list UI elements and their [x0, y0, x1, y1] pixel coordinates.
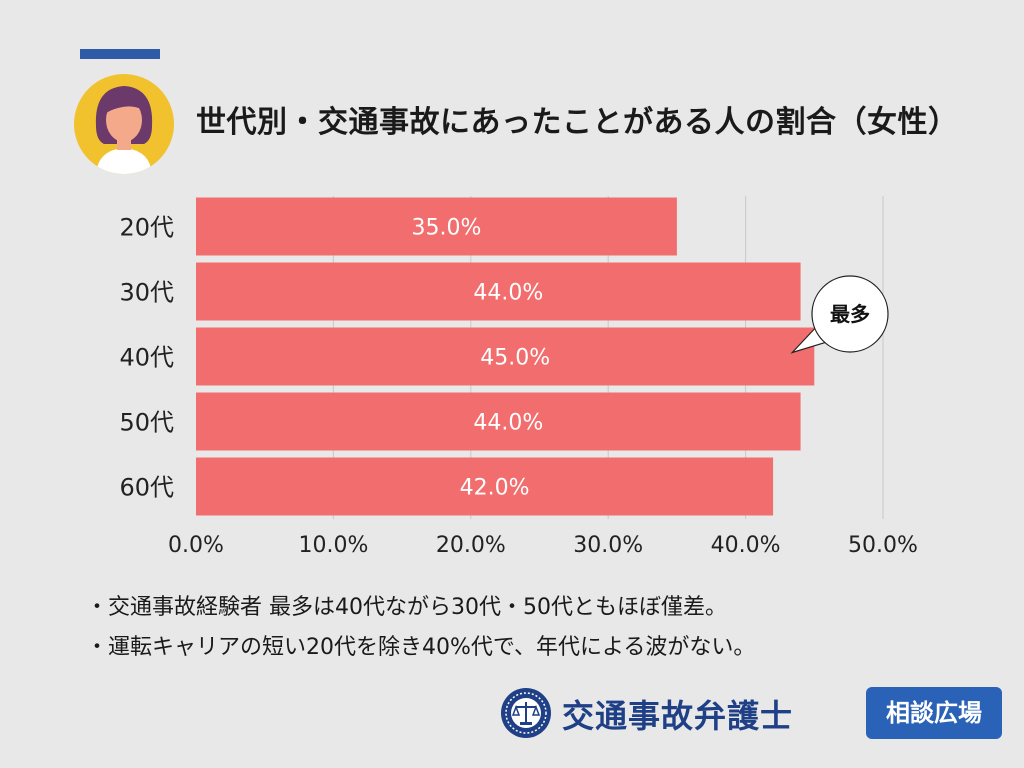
bar	[196, 262, 801, 321]
bar	[196, 392, 801, 451]
category-label: 30代	[119, 279, 174, 307]
data-label: 45.0%	[480, 346, 550, 371]
callout-text: 最多	[830, 302, 870, 326]
logo-name: 交通事故弁護士	[562, 697, 794, 735]
accent-bar	[80, 49, 160, 59]
bar	[196, 327, 815, 386]
bar	[196, 457, 774, 516]
data-label: 35.0%	[412, 216, 482, 241]
x-tick-label: 40.0%	[711, 533, 781, 558]
bar	[196, 197, 677, 256]
category-label: 60代	[119, 474, 174, 502]
callout-seam	[816, 325, 831, 342]
x-tick-label: 30.0%	[573, 533, 643, 558]
note-2: ・運転キャリアの短い20代を除き40%代で、年代による波がない。	[86, 635, 756, 660]
data-label: 42.0%	[460, 476, 530, 501]
callout-bubble	[811, 275, 889, 353]
notes: ・交通事故経験者 最多は40代ながら30代・50代ともほぼ僅差。 ・運転キャリア…	[86, 588, 1006, 668]
x-tick-label: 50.0%	[848, 533, 918, 558]
data-label: 44.0%	[473, 281, 543, 306]
data-label: 44.0%	[473, 411, 543, 436]
x-tick-label: 0.0%	[168, 533, 224, 558]
category-label: 20代	[119, 214, 174, 242]
x-tick-label: 20.0%	[436, 533, 506, 558]
woman-avatar-icon	[74, 74, 174, 174]
category-label: 40代	[119, 344, 174, 372]
logo: 交通事故弁護士 相談広場	[500, 687, 1005, 743]
x-tick-label: 10.0%	[298, 533, 368, 558]
scales-of-justice-icon	[501, 688, 551, 738]
category-label: 50代	[119, 409, 174, 437]
chart-title: 世代別・交通事故にあったことがある人の割合（女性）	[196, 105, 959, 140]
logo-badge: 相談広場	[866, 687, 1002, 739]
note-1: ・交通事故経験者 最多は40代ながら30代・50代ともほぼ僅差。	[86, 595, 727, 620]
